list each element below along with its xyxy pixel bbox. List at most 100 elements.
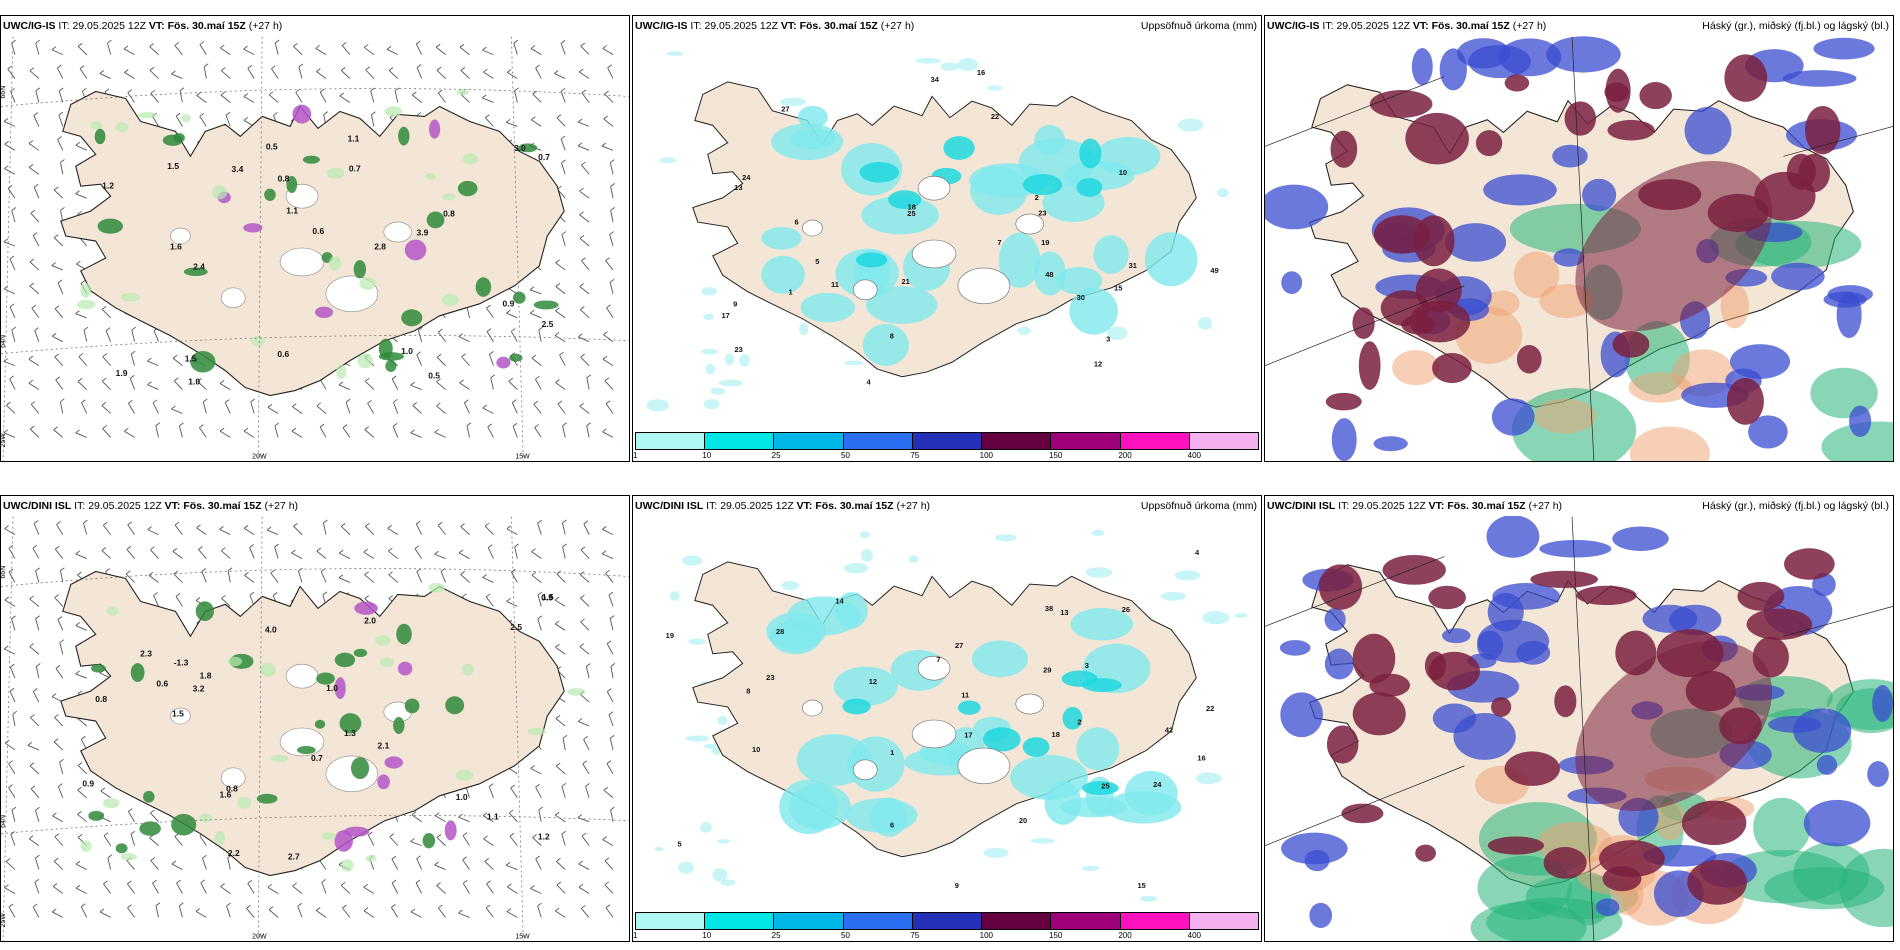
precip-area [1034,124,1065,156]
wind-barb [75,432,87,438]
wind-barb-flag [60,159,65,163]
wind-barb-flag [533,400,539,405]
precip-value: 19 [666,631,674,640]
wind-barb [483,838,494,846]
wind-barb-flag [77,762,83,766]
high-cloud-area [1516,344,1542,374]
precip-core [943,136,975,160]
wind-barb [202,401,207,414]
light-precip-blob [181,114,191,123]
wind-barb [199,116,207,127]
precip-value: 38 [1045,604,1053,613]
wind-barb-flag [9,687,15,692]
wind-barb-flag [323,519,328,524]
wind-barb-flag [196,524,201,529]
wind-barb-flag [466,422,472,427]
wind-barb [488,786,494,798]
wind-barb-flag [556,858,561,862]
wind-barb [562,546,566,559]
wind-barb-flag [603,115,608,120]
wind-barb-flag [29,595,34,600]
mid-cloud-area [1684,106,1732,155]
wind-barb [28,143,40,151]
wind-barb-flag [436,834,442,838]
wind-barb-flag [127,880,132,885]
glacier [852,279,878,301]
wind-barb [485,907,494,918]
wind-barb [202,858,207,870]
wind-barb-flag [531,116,536,121]
wind-barb [437,331,446,342]
wind-barb [152,115,159,127]
mid-cloud-area [1849,405,1872,437]
wind-barb-flag [267,404,273,408]
glacier [279,247,325,277]
colorbar-swatch [636,433,706,449]
light-precip-blob [250,335,265,347]
wind-barb-flag [315,45,320,49]
mid-cloud-area [1595,898,1620,917]
light-precip-blob [326,167,345,179]
precip-patch [720,879,736,886]
value-label: 0.7 [349,163,361,173]
wind-barb [338,577,351,583]
wind-barb-flag [579,234,585,239]
wind-barb-flag [243,116,249,121]
precip-area [1055,267,1103,295]
light-precip-blob [115,122,129,132]
wind-barb [562,425,566,438]
wind-barb-flag [75,190,80,195]
precip-value: 15 [1137,881,1145,890]
wind-barb-flag [609,615,615,620]
wind-barb-flag [535,783,540,788]
valid-time: Fös. 30.maí 15Z [167,20,246,32]
wind-barb-flag [578,860,583,865]
wind-barb [367,834,375,846]
high-cloud-area [1784,548,1835,580]
light-precip-blob [567,688,586,696]
precip-area [862,324,909,366]
high-cloud-area [1352,307,1375,340]
high-cloud-area [1724,54,1768,102]
wind-barb-flag [75,310,80,315]
precip-value: 13 [1060,608,1068,617]
wind-barb-flag [531,548,536,553]
colorbar-swatch [636,913,706,929]
wind-barb [531,357,542,366]
model-name: UWC/DINI ISL [635,500,704,512]
lon-label-25w: 25W [1,913,7,928]
precip-value: 7 [997,238,1001,247]
wind-barb [29,598,40,607]
wind-barb [51,335,64,343]
wind-barb-flag [266,526,272,531]
precip-blob [143,790,155,803]
wind-barb [201,571,207,583]
wind-barb-flag [538,806,544,811]
wind-barb-flag [537,902,542,907]
value-label: 1.8 [200,670,212,680]
precip-blob [314,719,326,729]
wind-barb [412,94,422,103]
wind-barb-flag [297,902,303,907]
value-label: 2.1 [378,741,390,751]
wind-barb [509,835,518,846]
wind-barb-flag [30,785,36,790]
wind-barb-flag [293,42,298,47]
precip-value: 1 [789,288,793,297]
mid-cloud-area [1279,640,1311,656]
wind-barb [103,835,112,846]
init-time: 29.05.2025 12Z [1352,500,1426,512]
precip-value: 24 [1153,780,1162,789]
init-label: IT: [1322,20,1334,32]
wind-barb [9,666,16,679]
wind-barb [83,523,88,535]
wind-barb [460,526,470,535]
wind-barb [579,646,590,655]
wind-barb-flag [532,90,537,95]
init-label: IT: [690,20,702,32]
cloud-orange-area [1629,426,1710,461]
wind-barb-flag [601,550,607,555]
wind-barb [364,429,375,438]
wind-barb-flag [462,856,467,861]
wind-barb-flag [4,140,9,145]
